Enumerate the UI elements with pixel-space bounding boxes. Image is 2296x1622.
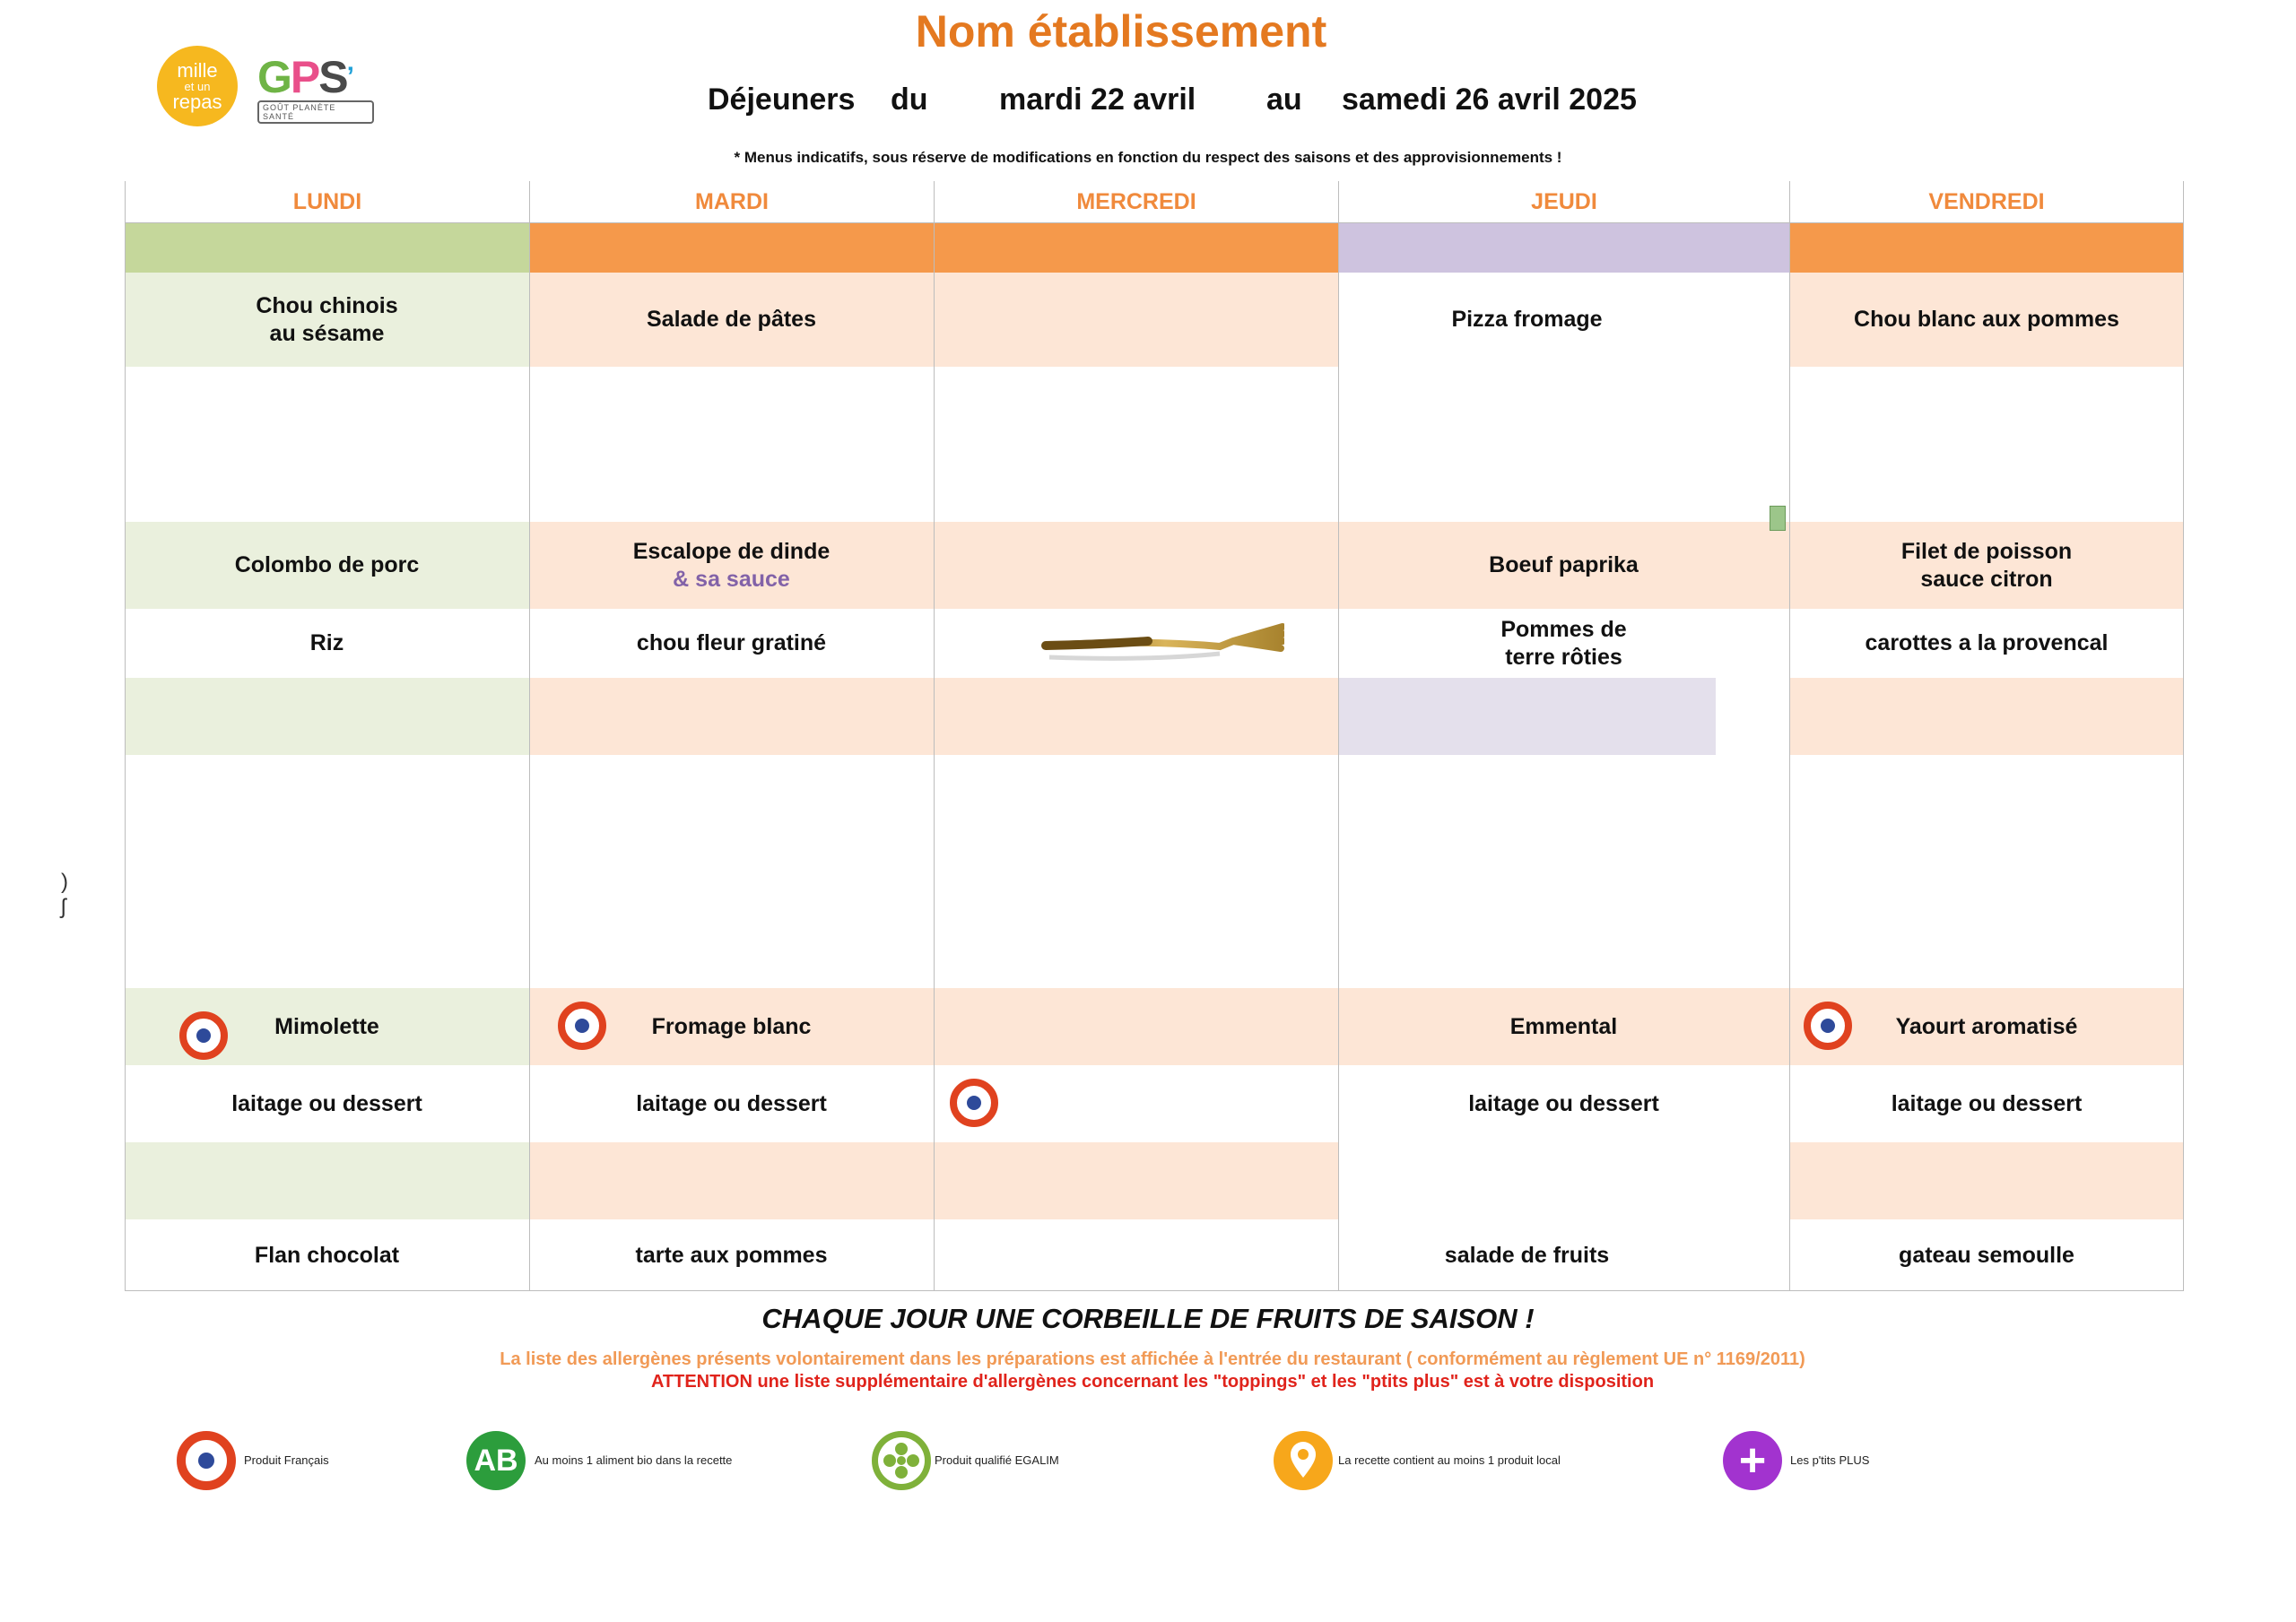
day-header-jeudi: JEUDI	[1339, 181, 1789, 223]
vendredi-entree-bg	[1789, 273, 2184, 367]
jeudi-fromage-bg	[1338, 988, 1789, 1065]
french-product-icon	[179, 1011, 228, 1060]
end-date: samedi 26 avril 2025	[1342, 82, 1637, 117]
lundi-empty2-bg	[125, 1142, 529, 1219]
plus-icon: +	[1723, 1431, 1782, 1490]
lundi-empty-bg	[125, 678, 529, 755]
vendredi-accompagnement: carottes a la provencal	[1865, 630, 2109, 655]
mardi-fromage: Fromage blanc	[651, 1013, 812, 1039]
jeudi-empty-bg	[1338, 678, 1716, 755]
mardi-entree: Salade de pâtes	[647, 307, 816, 332]
french-product-icon	[950, 1079, 998, 1127]
mercredi-empty2-bg	[934, 1142, 1338, 1219]
grid-divider	[1789, 181, 1790, 1291]
vendredi-laitage: laitage ou dessert	[1891, 1090, 2083, 1116]
day-header-mercredi: MERCREDI	[935, 181, 1338, 223]
fork-icon	[1041, 623, 1284, 661]
legend-label: La recette contient au moins 1 produit l…	[1338, 1453, 1561, 1467]
legend-label: Au moins 1 aliment bio dans la recette	[535, 1453, 733, 1467]
subtitle-du: du	[891, 82, 928, 117]
lundi-dessert: Flan chocolat	[254, 1242, 400, 1268]
start-date: mardi 22 avril	[999, 82, 1196, 117]
mardi-plat-main: Escalope de dinde	[632, 538, 831, 564]
jeudi-laitage: laitage ou dessert	[1468, 1090, 1659, 1116]
mardi-accompagnement: chou fleur gratiné	[636, 630, 827, 655]
vendredi-empty-bg	[1789, 678, 2184, 755]
mardi-dessert: tarte aux pommes	[635, 1242, 828, 1268]
jeudi-fromage: Emmental	[1509, 1013, 1618, 1039]
lundi-plat: Colombo de porc	[234, 552, 420, 577]
lundi-plat-bg	[125, 522, 529, 609]
grid-divider	[1338, 181, 1339, 1291]
jeudi-entree: Pizza fromage	[1451, 307, 1603, 332]
small-badge-icon	[1770, 506, 1786, 531]
legend-label: Produit qualifié EGALIM	[935, 1453, 1059, 1467]
allergen-note: La liste des allergènes présents volonta…	[500, 1349, 1805, 1369]
french-product-icon	[1804, 1002, 1852, 1050]
mercredi-plat-bg	[934, 522, 1338, 609]
lundi-laitage: laitage ou dessert	[231, 1090, 422, 1116]
lundi-accompagnement: Riz	[309, 630, 344, 655]
jeudi-dessert: salade de fruits	[1444, 1242, 1610, 1268]
vendredi-plat: Filet de poisson sauce citron	[1900, 538, 2073, 592]
gps-logo: GPS’ GOÛT PLANÈTE SANTÉ	[257, 54, 374, 124]
lundi-band	[125, 223, 529, 273]
jeudi-plat: Boeuf paprika	[1489, 552, 1639, 577]
day-header-vendredi: VENDREDI	[1790, 181, 2183, 223]
margin-mark-icon: ) ʃ	[61, 870, 68, 919]
day-header-lundi: LUNDI	[126, 181, 529, 223]
vendredi-dessert: gateau semoulle	[1899, 1242, 2074, 1268]
lundi-entree-bg	[125, 273, 529, 367]
mardi-plat-extra: & sa sauce	[673, 566, 790, 592]
lundi-entree: Chou chinois au sésame	[256, 292, 398, 346]
disclaimer: * Menus indicatifs, sous réserve de modi…	[734, 149, 1562, 166]
mardi-empty-bg	[529, 678, 934, 755]
mercredi-band	[934, 223, 1338, 273]
mercredi-entree-bg	[934, 273, 1338, 367]
vendredi-plat-bg	[1789, 522, 2184, 609]
french-product-icon	[177, 1431, 236, 1490]
organic-ab-icon: AB	[466, 1431, 526, 1490]
subtitle-lead: Déjeuners	[708, 82, 856, 117]
jeudi-plat-bg	[1338, 522, 1789, 609]
vendredi-band	[1789, 223, 2184, 273]
legend-label: Les p'tits PLUS	[1790, 1453, 1870, 1467]
grid-divider	[529, 181, 530, 1291]
vendredi-fromage: Yaourt aromatisé	[1895, 1013, 2078, 1039]
grid-divider	[934, 181, 935, 1291]
mardi-band	[529, 223, 934, 273]
vendredi-entree: Chou blanc aux pommes	[1854, 307, 2119, 332]
mardi-entree-bg	[529, 273, 934, 367]
mardi-plat-bg	[529, 522, 934, 609]
mardi-laitage: laitage ou dessert	[636, 1090, 827, 1116]
jeudi-band	[1338, 223, 1789, 273]
lundi-fromage: Mimolette	[274, 1013, 379, 1039]
location-pin-icon	[1274, 1431, 1333, 1490]
vendredi-fromage-bg	[1789, 988, 2184, 1065]
day-header-mardi: MARDI	[530, 181, 934, 223]
mille-et-un-repas-logo: mille et un repas	[157, 46, 238, 126]
allergen-attention: ATTENTION une liste supplémentaire d'all…	[650, 1372, 1655, 1392]
vendredi-empty2-bg	[1789, 1142, 2184, 1219]
page-title: Nom établissement	[915, 6, 1327, 56]
jeudi-accompagnement: Pommes de terre rôties	[1500, 616, 1627, 670]
mardi-empty2-bg	[529, 1142, 934, 1219]
menu-period: Déjeuners du mardi 22 avril au samedi 26…	[0, 82, 2296, 118]
egalim-icon	[872, 1431, 931, 1490]
french-product-icon	[558, 1002, 606, 1050]
mercredi-empty-bg	[934, 678, 1338, 755]
subtitle-au: au	[1266, 82, 1302, 117]
mercredi-fromage-bg	[934, 988, 1338, 1065]
mardi-plat: Escalope de dinde & sa sauce	[529, 522, 934, 609]
fruits-notice: CHAQUE JOUR UNE CORBEILLE DE FRUITS DE S…	[761, 1303, 1535, 1334]
legend-label: Produit Français	[244, 1453, 329, 1467]
